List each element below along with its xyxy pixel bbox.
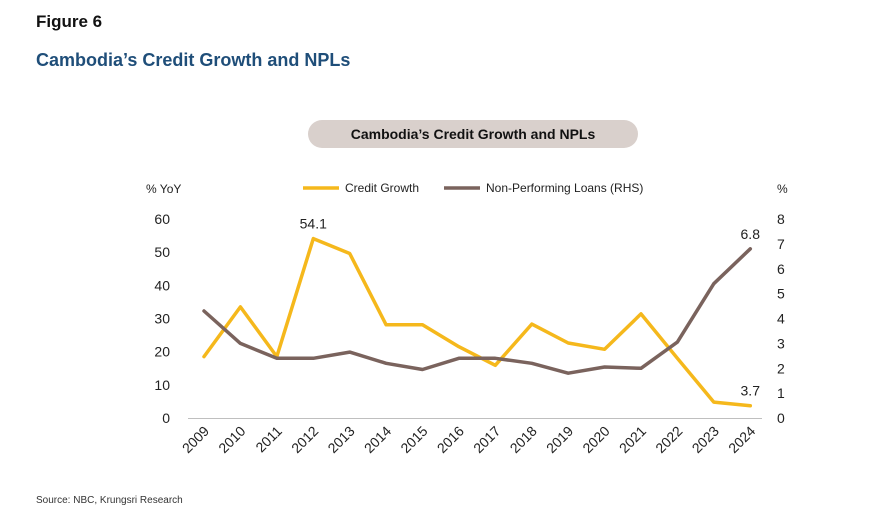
y-tick-right: 5 (777, 286, 785, 302)
x-tick-label: 2017 (470, 423, 503, 456)
x-tick-label: 2022 (652, 423, 685, 456)
credit-growth-line (202, 236, 753, 408)
x-tick-label: 2014 (361, 423, 394, 456)
chart-title: Cambodia’s Credit Growth and NPLs (308, 120, 638, 148)
npl-line (202, 247, 753, 375)
y-tick-right: 8 (777, 211, 785, 227)
source-note: Source: NBC, Krungsri Research (36, 495, 183, 506)
data-label: 3.7 (741, 383, 761, 399)
y-axis-right-label: % (777, 182, 788, 196)
legend-label-2: Non-Performing Loans (RHS) (486, 181, 643, 195)
data-label: 6.8 (741, 226, 761, 242)
y-tick-left: 0 (162, 410, 170, 426)
x-tick-label: 2015 (397, 423, 430, 456)
y-tick-left: 50 (154, 244, 170, 260)
x-tick-label: 2016 (434, 423, 467, 456)
data-label: 54.1 (300, 216, 327, 232)
x-tick-label: 2023 (689, 423, 722, 456)
y-tick-left: 20 (154, 344, 170, 360)
x-tick-label: 2019 (543, 423, 576, 456)
line-chart: % YoY % 0 10 20 30 40 50 60 0 1 2 3 4 5 6 7 8 2009 2010 2011… (146, 181, 788, 456)
y-tick-left: 30 (154, 311, 170, 327)
y-tick-right: 3 (777, 335, 785, 351)
y-tick-left: 10 (154, 377, 170, 393)
y-tick-right: 6 (777, 261, 785, 277)
x-tick-label: 2018 (507, 423, 540, 456)
x-tick-label: 2013 (324, 423, 357, 456)
y-tick-right: 2 (777, 360, 785, 376)
x-tick-label: 2009 (179, 423, 212, 456)
x-tick-label: 2021 (616, 423, 649, 456)
x-tick-label: 2012 (288, 423, 321, 456)
y-tick-right: 4 (777, 311, 785, 327)
figure-label: Figure 6 (36, 12, 103, 31)
x-tick-label: 2010 (215, 423, 248, 456)
figure-title: Cambodia’s Credit Growth and NPLs (36, 50, 351, 70)
x-tick-label: 2011 (252, 423, 285, 456)
y-tick-right: 0 (777, 410, 785, 426)
legend-label-1: Credit Growth (345, 181, 419, 195)
x-tick-label: 2020 (579, 423, 612, 456)
y-axis-left-label: % YoY (146, 182, 181, 196)
y-tick-left: 40 (154, 277, 170, 293)
y-tick-right: 1 (777, 385, 785, 401)
y-tick-left: 60 (154, 211, 170, 227)
y-tick-right: 7 (777, 236, 785, 252)
x-tick-label: 2024 (725, 423, 758, 456)
